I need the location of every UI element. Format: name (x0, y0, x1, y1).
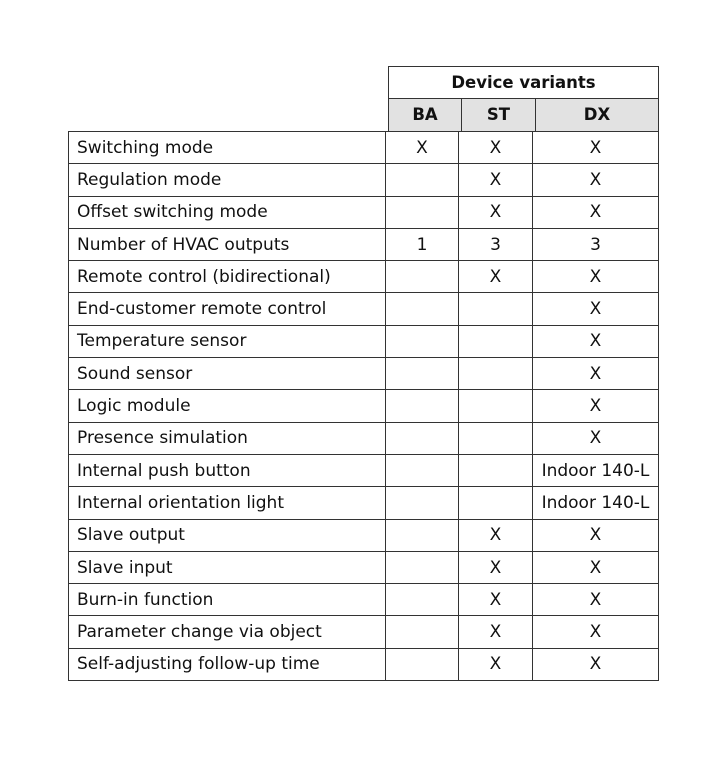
cell-dx: X (532, 130, 659, 165)
feature-label: Logic module (68, 389, 386, 423)
cell-ba: X (385, 130, 459, 165)
cell-ba (385, 163, 459, 197)
cell-dx: Indoor 140-L (532, 486, 659, 520)
feature-label: Self-adjusting follow-up time (68, 647, 386, 682)
cell-st (458, 292, 533, 326)
feature-label: Presence simulation (68, 421, 386, 455)
cell-st (458, 324, 533, 359)
table-row: Number of HVAC outputs 1 3 3 (68, 227, 659, 262)
cell-ba (385, 583, 459, 617)
cell-ba (385, 518, 459, 552)
cell-ba (385, 615, 459, 649)
cell-dx: X (532, 615, 659, 649)
cell-dx: X (532, 292, 659, 326)
cell-ba (385, 389, 459, 423)
cell-dx: X (532, 195, 659, 229)
cell-st (458, 389, 533, 423)
cell-st (458, 486, 533, 520)
column-dx: DX (535, 98, 659, 132)
cell-ba (385, 357, 459, 391)
header-title: Device variants (388, 65, 659, 100)
cell-dx: Indoor 140-L (532, 453, 659, 488)
cell-dx: X (532, 421, 659, 455)
feature-label: Internal push button (68, 453, 386, 488)
feature-label: Switching mode (68, 130, 386, 165)
table-row: Parameter change via object X X (68, 615, 659, 649)
cell-st: X (458, 647, 533, 682)
feature-label: Parameter change via object (68, 615, 386, 649)
cell-dx: X (532, 260, 659, 294)
variants-header: Device variants BA ST DX (388, 65, 659, 132)
cell-ba (385, 453, 459, 488)
table-row: Internal push button Indoor 140-L (68, 453, 659, 488)
cell-ba: 1 (385, 227, 459, 262)
cell-ba (385, 292, 459, 326)
table-row: Remote control (bidirectional) X X (68, 260, 659, 294)
feature-label: Burn-in function (68, 583, 386, 617)
column-ba: BA (388, 98, 462, 132)
cell-st: X (458, 615, 533, 649)
cell-ba (385, 647, 459, 682)
table-row: Slave output X X (68, 518, 659, 552)
cell-ba (385, 260, 459, 294)
cell-st: X (458, 550, 533, 585)
table-row: Self-adjusting follow-up time X X (68, 647, 659, 682)
table-row: Slave input X X (68, 550, 659, 585)
cell-dx: X (532, 583, 659, 617)
table-row: Internal orientation light Indoor 140-L (68, 486, 659, 520)
cell-dx: X (532, 518, 659, 552)
cell-ba (385, 550, 459, 585)
feature-label: Offset switching mode (68, 195, 386, 229)
cell-st: X (458, 130, 533, 165)
cell-st (458, 453, 533, 488)
cell-dx: X (532, 550, 659, 585)
cell-st: X (458, 195, 533, 229)
cell-ba (385, 324, 459, 359)
table-row: Switching mode X X X (68, 130, 659, 165)
feature-label: Slave output (68, 518, 386, 552)
feature-table: Switching mode X X X Regulation mode X X Offset… (68, 130, 659, 682)
cell-ba (385, 486, 459, 520)
cell-st: 3 (458, 227, 533, 262)
table-row: Offset switching mode X X (68, 195, 659, 229)
feature-label: Slave input (68, 550, 386, 585)
cell-dx: X (532, 324, 659, 359)
cell-st (458, 357, 533, 391)
feature-label: Number of HVAC outputs (68, 227, 386, 262)
table-row: End-customer remote control X (68, 292, 659, 326)
feature-label: Remote control (bidirectional) (68, 260, 386, 294)
column-st: ST (461, 98, 536, 132)
cell-st: X (458, 583, 533, 617)
cell-dx: X (532, 163, 659, 197)
table-row: Sound sensor X (68, 357, 659, 391)
cell-ba (385, 421, 459, 455)
table-row: Logic module X (68, 389, 659, 423)
feature-label: Sound sensor (68, 357, 386, 391)
feature-label: End-customer remote control (68, 292, 386, 326)
cell-dx: X (532, 647, 659, 682)
table-row: Temperature sensor X (68, 324, 659, 359)
cell-dx: 3 (532, 227, 659, 262)
table-row: Presence simulation X (68, 421, 659, 455)
cell-st (458, 421, 533, 455)
feature-label: Temperature sensor (68, 324, 386, 359)
feature-label: Internal orientation light (68, 486, 386, 520)
feature-label: Regulation mode (68, 163, 386, 197)
cell-dx: X (532, 389, 659, 423)
cell-st: X (458, 260, 533, 294)
table-row: Regulation mode X X (68, 163, 659, 197)
cell-st: X (458, 163, 533, 197)
cell-st: X (458, 518, 533, 552)
table-row: Burn-in function X X (68, 583, 659, 617)
cell-dx: X (532, 357, 659, 391)
cell-ba (385, 195, 459, 229)
